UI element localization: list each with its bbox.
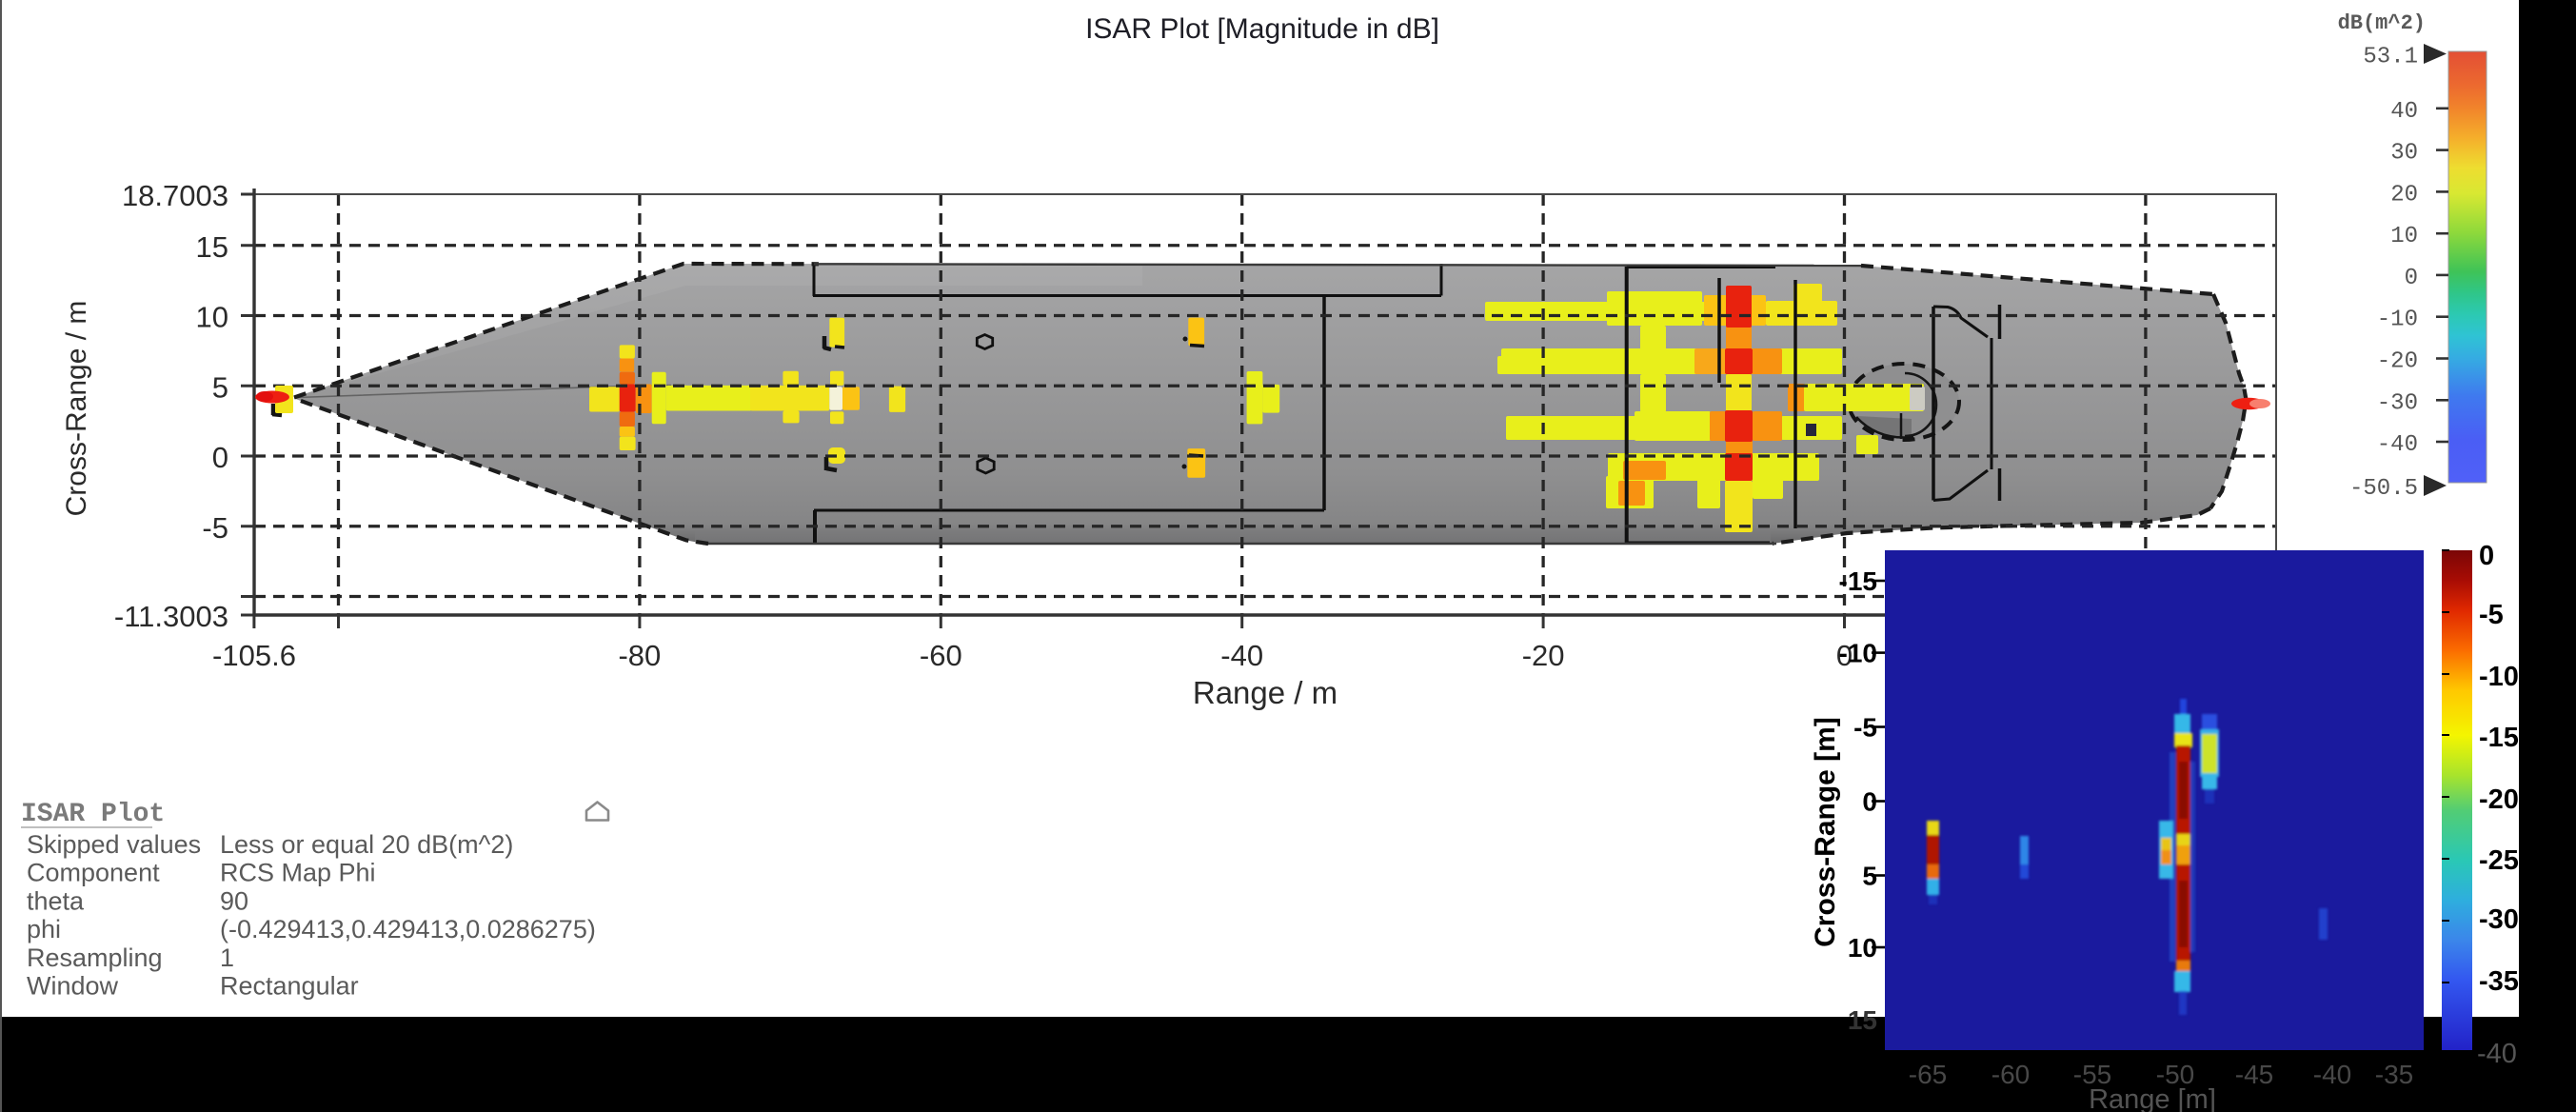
svg-text:10: 10 <box>2390 224 2418 249</box>
svg-text:ISAR Plot [Magnitude in dB]: ISAR Plot [Magnitude in dB] <box>1085 13 1439 45</box>
svg-text:15: 15 <box>196 230 228 264</box>
svg-text:53.1: 53.1 <box>2363 45 2418 70</box>
svg-text:-35: -35 <box>2375 1060 2413 1089</box>
svg-text:Cross-Range [m]: Cross-Range [m] <box>1810 717 1841 947</box>
svg-text:15: 15 <box>1848 1005 1877 1035</box>
svg-text:20: 20 <box>2390 182 2418 208</box>
svg-text:-25: -25 <box>2479 845 2519 876</box>
svg-text:40: 40 <box>2390 99 2418 125</box>
svg-text:-5: -5 <box>2479 600 2504 630</box>
svg-text:Component: Component <box>27 859 160 887</box>
svg-text:0: 0 <box>1862 787 1877 817</box>
svg-text:-35: -35 <box>2479 966 2519 997</box>
svg-text:-50.5: -50.5 <box>2349 476 2418 502</box>
svg-text:-15: -15 <box>1839 566 1877 596</box>
svg-text:-60: -60 <box>920 639 962 672</box>
svg-text:-40: -40 <box>2477 1039 2517 1069</box>
svg-text:0: 0 <box>2405 266 2418 291</box>
svg-text:dB(m^2): dB(m^2) <box>2338 11 2426 35</box>
svg-text:30: 30 <box>2390 141 2418 167</box>
svg-text:-20: -20 <box>2479 784 2519 815</box>
svg-text:5: 5 <box>1862 862 1877 891</box>
svg-text:theta: theta <box>27 886 85 915</box>
svg-text:Resampling: Resampling <box>27 943 163 972</box>
svg-text:Cross-Range / m: Cross-Range / m <box>61 301 92 517</box>
svg-text:-20: -20 <box>1522 639 1565 672</box>
svg-text:5: 5 <box>212 370 228 404</box>
svg-text:-45: -45 <box>2235 1060 2273 1089</box>
svg-text:phi: phi <box>27 915 61 943</box>
svg-text:-5: -5 <box>202 511 228 545</box>
svg-text:90: 90 <box>220 886 248 915</box>
svg-text:0: 0 <box>1836 639 1853 672</box>
svg-text:1: 1 <box>220 943 234 972</box>
svg-text:Range / m: Range / m <box>1193 675 1338 710</box>
svg-text:18.7003: 18.7003 <box>122 179 228 212</box>
svg-text:Less or equal 20 dB(m^2): Less or equal 20 dB(m^2) <box>220 830 513 859</box>
svg-text:-11.3003: -11.3003 <box>114 600 228 633</box>
svg-text:-10: -10 <box>1839 639 1877 668</box>
svg-text:-40: -40 <box>2377 432 2418 458</box>
svg-text:-50: -50 <box>2156 1060 2194 1089</box>
svg-text:-15: -15 <box>2479 723 2519 753</box>
svg-text:Skipped values: Skipped values <box>27 830 201 859</box>
svg-text:RCS Map Phi: RCS Map Phi <box>220 859 376 887</box>
svg-text:Window: Window <box>27 972 119 1001</box>
svg-text:-10: -10 <box>2479 662 2519 692</box>
svg-text:-60: -60 <box>1991 1060 2030 1089</box>
svg-text:-20: -20 <box>2377 348 2418 374</box>
svg-text:-40: -40 <box>2313 1060 2351 1089</box>
svg-text:-10: -10 <box>2377 308 2418 333</box>
svg-text:-80: -80 <box>618 639 661 672</box>
svg-text:0: 0 <box>212 441 228 474</box>
svg-text:Range [m]: Range [m] <box>2089 1084 2216 1112</box>
svg-text:0: 0 <box>2479 541 2494 571</box>
svg-text:-40: -40 <box>1220 639 1263 672</box>
svg-text:10: 10 <box>196 301 228 334</box>
svg-text:Rectangular: Rectangular <box>220 972 359 1001</box>
svg-text:-30: -30 <box>2377 390 2418 416</box>
svg-text:-105.6: -105.6 <box>212 639 296 672</box>
svg-text:-65: -65 <box>1909 1060 1947 1089</box>
svg-text:-30: -30 <box>2479 904 2519 935</box>
svg-text:ISAR Plot: ISAR Plot <box>21 800 165 829</box>
svg-text:-55: -55 <box>2073 1060 2111 1089</box>
svg-text:(-0.429413,0.429413,0.0286275): (-0.429413,0.429413,0.0286275) <box>220 915 596 943</box>
